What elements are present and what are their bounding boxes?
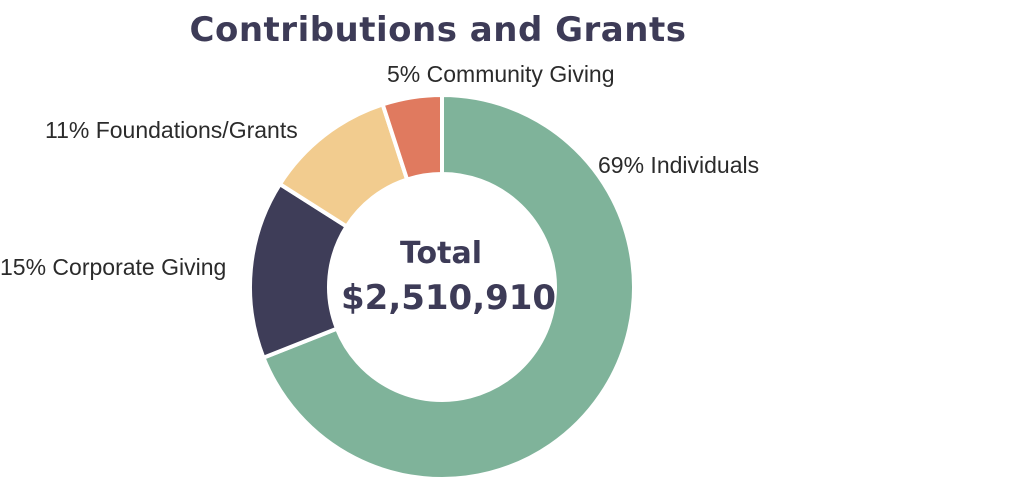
slice-label-foundations: 11% Foundations/Grants — [45, 117, 298, 143]
donut-slice-3 — [380, 92, 444, 183]
chart-title: Contributions and Grants — [189, 10, 687, 50]
center-value: $2,510,910 — [341, 278, 557, 318]
center-label: Total — [400, 236, 482, 271]
slice-label-individuals: 69% Individuals — [598, 152, 760, 178]
slice-label-community: 5% Community Giving — [387, 61, 615, 87]
donut-slice-0 — [260, 92, 636, 481]
slice-label-corporate: 15% Corporate Giving — [0, 254, 227, 280]
